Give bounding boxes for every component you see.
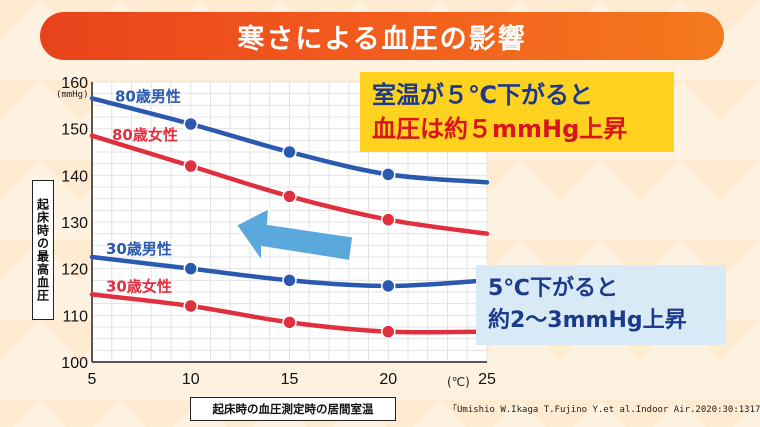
data-point: [381, 278, 396, 294]
data-point: [381, 167, 396, 182]
data-point: [381, 324, 396, 339]
x-tick-label: 10: [182, 371, 200, 388]
callout-young-line2: 約2～3mmHg上昇: [488, 308, 687, 333]
x-tick-label: 25: [478, 371, 496, 388]
page-title: 寒さによる血圧の影響: [40, 12, 724, 60]
data-point: [183, 261, 198, 276]
y-tick-label: 140: [61, 168, 88, 185]
data-point: [282, 273, 297, 288]
data-point: [183, 158, 198, 174]
y-axis-label: 起床時の最高血圧: [32, 180, 54, 320]
x-axis-label: 起床時の血圧測定時の居間室温: [190, 397, 396, 421]
y-tick-label: 110: [62, 308, 88, 325]
series-label: 80歳男性: [115, 88, 181, 106]
y-tick-label: 100: [61, 355, 88, 372]
callout-room-temp-line1: 室温が５℃下がると: [372, 81, 594, 109]
callout-room-temp-line2: 血圧は約５mmHg上昇: [372, 115, 628, 143]
series-label: 30歳女性: [106, 277, 172, 295]
x-tick-label: 5: [88, 371, 97, 388]
data-point: [183, 298, 198, 314]
callout-room-temperature: 室温が５℃下がると 血圧は約５mmHg上昇: [360, 72, 674, 152]
data-point: [282, 144, 297, 160]
x-axis-unit: (℃): [447, 375, 470, 389]
x-tick-label: 15: [281, 371, 299, 388]
y-tick-label: 150: [61, 122, 88, 139]
citation-text: 「Umishio W.Ikaga T.Fujino Y.et al.Indoor…: [448, 405, 760, 415]
callout-young: 5℃下がると 約2～3mmHg上昇: [476, 265, 726, 345]
data-point: [282, 315, 297, 330]
data-point: [381, 212, 396, 227]
series-label: 80歳女性: [112, 126, 178, 144]
callout-young-line1: 5℃下がると: [488, 276, 618, 301]
y-axis-unit: (mmHg): [56, 90, 89, 100]
y-tick-label: 160: [61, 75, 88, 92]
x-tick-label: 20: [379, 371, 397, 388]
y-tick-label: 130: [61, 215, 88, 232]
data-point: [183, 116, 198, 132]
y-tick-label: 120: [61, 262, 88, 279]
series-label: 30歳男性: [106, 240, 172, 258]
data-point: [282, 189, 297, 204]
cold-direction-arrow: [234, 206, 357, 266]
